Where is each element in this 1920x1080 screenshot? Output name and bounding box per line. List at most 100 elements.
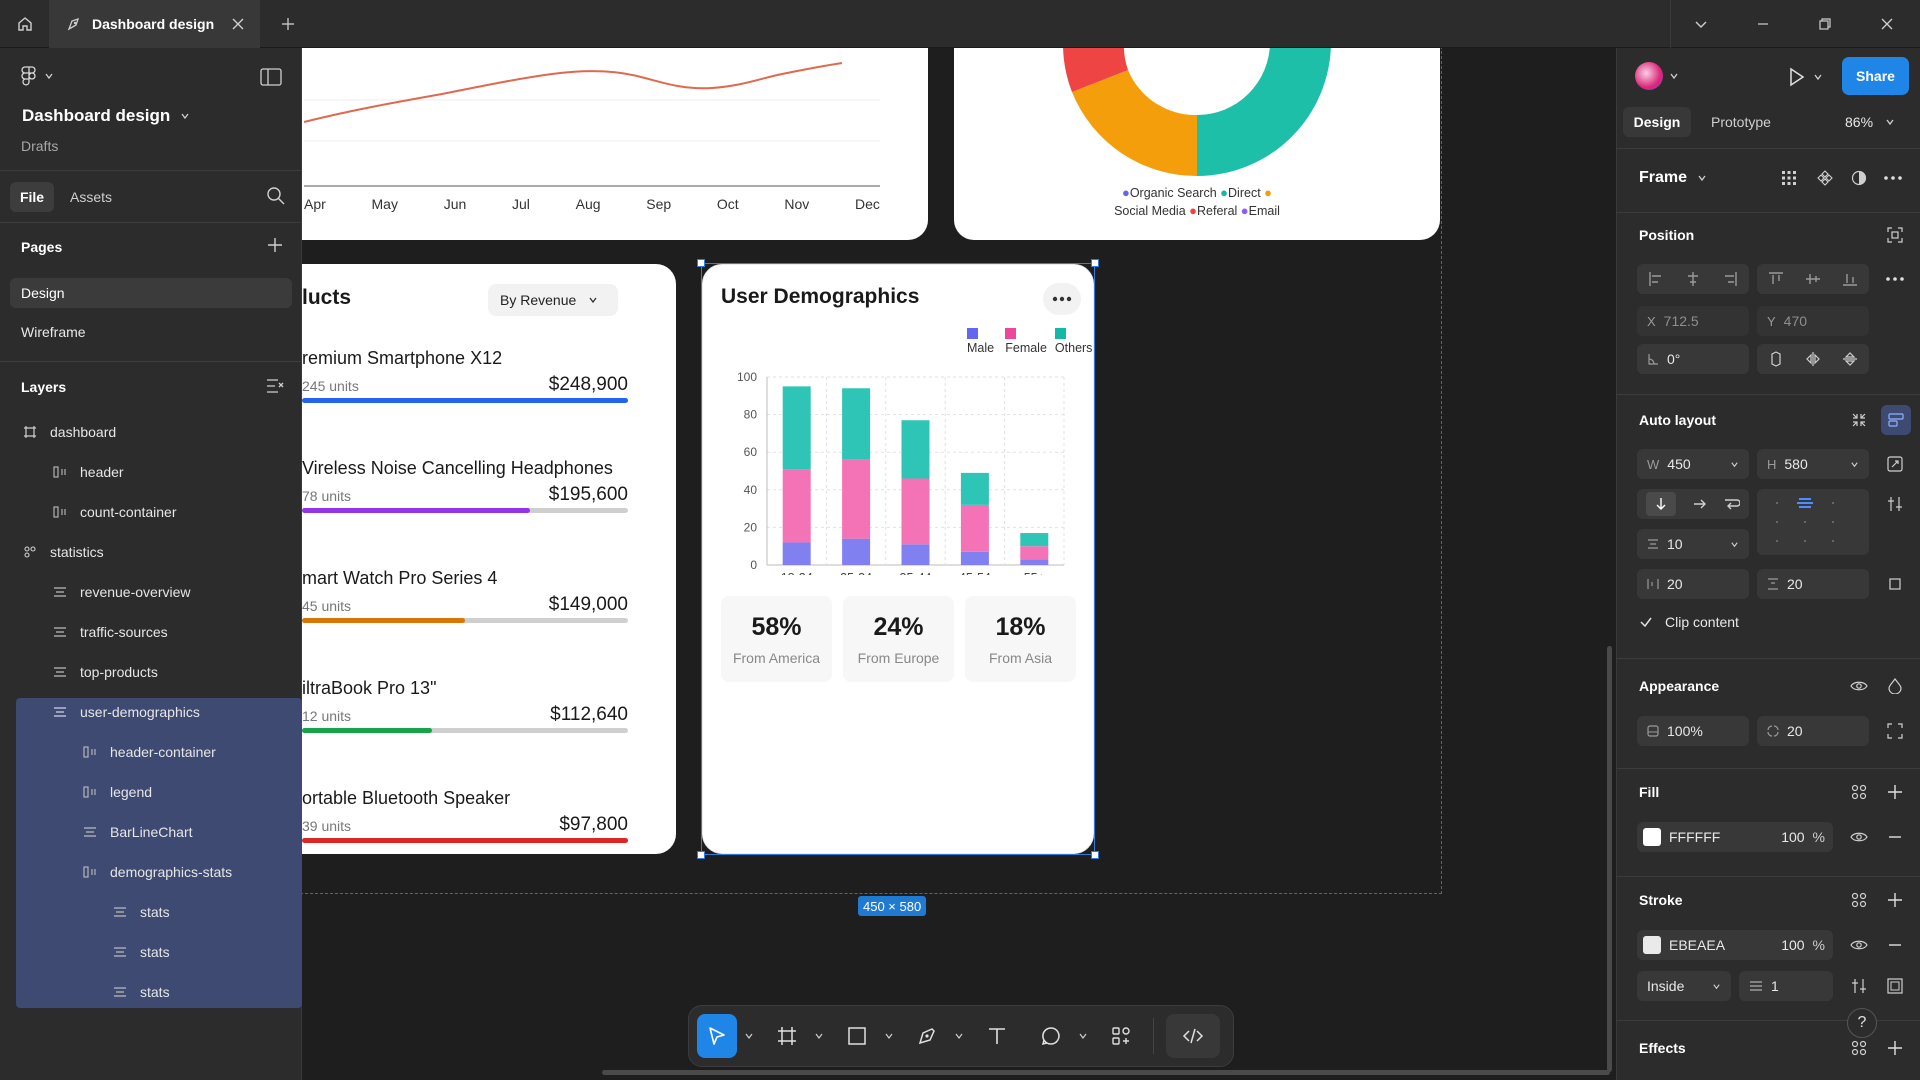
tab-assets[interactable]: Assets xyxy=(70,189,113,205)
layer-header[interactable]: header xyxy=(0,452,302,492)
move-tool-icon[interactable] xyxy=(697,1014,737,1058)
tab-file[interactable]: File xyxy=(10,182,54,212)
remove-stroke-icon[interactable] xyxy=(1883,933,1907,957)
stroke-color-field[interactable]: EBEAEA 100 % xyxy=(1637,930,1833,960)
rotation-field[interactable]: 0° xyxy=(1637,344,1749,374)
share-button[interactable]: Share xyxy=(1842,57,1909,95)
restore-icon[interactable] xyxy=(1794,0,1856,48)
frame-type-dropdown[interactable]: Frame xyxy=(1639,169,1707,187)
chevron-down-icon[interactable] xyxy=(741,1014,757,1058)
fill-swatch[interactable] xyxy=(1643,828,1661,846)
y-position-field[interactable]: Y 470 xyxy=(1757,306,1869,336)
gap-field[interactable]: 10 xyxy=(1637,529,1749,559)
user-menu[interactable] xyxy=(1635,62,1679,90)
zoom-dropdown[interactable]: 86% xyxy=(1845,114,1895,130)
project-title-button[interactable]: Dashboard design xyxy=(22,106,190,126)
horizontal-padding-field[interactable]: 20 xyxy=(1637,569,1749,599)
layer-demographics-stats[interactable]: demographics-stats xyxy=(0,852,302,892)
close-window-icon[interactable] xyxy=(1856,0,1918,48)
align-top-icon[interactable] xyxy=(1768,271,1784,287)
layer-statistics[interactable]: statistics xyxy=(0,532,302,572)
product-item[interactable]: iltraBook Pro 13" 12 units $112,640 xyxy=(302,678,628,748)
layer-barlinechart[interactable]: BarLineChart xyxy=(0,812,302,852)
add-stroke-icon[interactable] xyxy=(1883,888,1907,912)
tab-prototype[interactable]: Prototype xyxy=(1711,114,1771,130)
x-position-field[interactable]: X 712.5 xyxy=(1637,306,1749,336)
stroke-swatch[interactable] xyxy=(1643,936,1661,954)
page-wireframe[interactable]: Wireframe xyxy=(21,324,86,340)
component-icon[interactable] xyxy=(1813,166,1837,190)
add-page-icon[interactable] xyxy=(266,236,284,254)
align-right-icon[interactable] xyxy=(1722,271,1738,287)
alignment-settings-icon[interactable] xyxy=(1883,492,1907,516)
resize-to-fit-icon[interactable] xyxy=(1883,452,1907,476)
comment-tool-icon[interactable] xyxy=(1031,1014,1071,1058)
collapse-layers-icon[interactable] xyxy=(266,378,284,394)
layer-header-container[interactable]: header-container xyxy=(0,732,302,772)
styles-icon[interactable] xyxy=(1847,888,1871,912)
add-effect-icon[interactable] xyxy=(1883,1036,1907,1060)
independent-corners-icon[interactable] xyxy=(1883,719,1907,743)
product-item[interactable]: mart Watch Pro Series 4 45 units $149,000 xyxy=(302,568,628,638)
chevron-down-icon[interactable] xyxy=(1670,0,1732,48)
tab-design[interactable]: Design xyxy=(1623,107,1691,137)
eye-icon[interactable] xyxy=(1847,825,1871,849)
height-field[interactable]: H 580 xyxy=(1757,449,1869,479)
resize-handle[interactable] xyxy=(697,259,705,267)
blend-mode-icon[interactable] xyxy=(1883,674,1907,698)
layer-user-demographics[interactable]: user-demographics xyxy=(0,692,302,732)
top-products-card[interactable]: lucts By Revenue remium Smartphone X12 24… xyxy=(302,264,676,854)
chevron-down-icon[interactable] xyxy=(1075,1014,1091,1058)
pen-tool-icon[interactable] xyxy=(907,1014,947,1058)
contrast-icon[interactable] xyxy=(1847,166,1871,190)
layer-revenue-overview[interactable]: revenue-overview xyxy=(0,572,302,612)
layer-stats[interactable]: stats xyxy=(0,972,302,1012)
stroke-sides-icon[interactable] xyxy=(1883,974,1907,998)
alignment-grid[interactable] xyxy=(1757,489,1869,555)
align-middle-icon[interactable] xyxy=(1805,271,1821,287)
stroke-settings-icon[interactable] xyxy=(1847,974,1871,998)
styles-icon[interactable] xyxy=(1847,1036,1871,1060)
align-center-icon[interactable] xyxy=(1685,271,1701,287)
layer-stats[interactable]: stats xyxy=(0,892,302,932)
flip-vertical-icon[interactable] xyxy=(1842,351,1858,367)
chevron-down-icon[interactable] xyxy=(951,1014,967,1058)
wrap-icon[interactable] xyxy=(1724,497,1741,511)
page-design[interactable]: Design xyxy=(10,278,292,308)
remove-fill-icon[interactable] xyxy=(1883,825,1907,849)
more-icon[interactable] xyxy=(1883,267,1907,291)
layer-legend[interactable]: legend xyxy=(0,772,302,812)
dev-mode-icon[interactable] xyxy=(1166,1014,1220,1058)
resize-handle[interactable] xyxy=(1091,259,1099,267)
eye-icon[interactable] xyxy=(1847,674,1871,698)
corner-radius-field[interactable]: 20 xyxy=(1757,716,1869,746)
layer-stats[interactable]: stats xyxy=(0,932,302,972)
present-icon[interactable] xyxy=(1785,66,1807,88)
chevron-down-icon[interactable] xyxy=(1813,72,1823,82)
search-icon[interactable] xyxy=(266,186,286,206)
width-field[interactable]: W 450 xyxy=(1637,449,1749,479)
toggle-sidebar-icon[interactable] xyxy=(260,68,282,86)
layer-dashboard[interactable]: dashboard xyxy=(0,412,302,452)
rotate-icon[interactable] xyxy=(1768,351,1784,367)
auto-layout-settings-icon[interactable] xyxy=(1881,405,1911,435)
product-item[interactable]: Vireless Noise Cancelling Headphones 78 u… xyxy=(302,458,628,528)
resize-handle[interactable] xyxy=(697,851,705,859)
revenue-overview-card[interactable]: Apr May Jun Jul Aug Sep Oct Nov Dec xyxy=(302,48,928,240)
collapse-icon[interactable] xyxy=(1847,408,1871,432)
resize-handle[interactable] xyxy=(1091,851,1099,859)
flip-horizontal-icon[interactable] xyxy=(1805,351,1821,367)
more-options-icon[interactable] xyxy=(1043,283,1081,315)
grid-icon[interactable] xyxy=(1777,166,1801,190)
traffic-sources-card[interactable]: ●Organic Search ●Direct ● Social Media ●… xyxy=(954,48,1440,240)
vertical-padding-field[interactable]: 20 xyxy=(1757,569,1869,599)
more-icon[interactable] xyxy=(1881,166,1905,190)
main-menu-button[interactable] xyxy=(20,66,54,86)
canvas[interactable]: Apr May Jun Jul Aug Sep Oct Nov Dec ●Org… xyxy=(302,48,1616,1080)
layer-top-products[interactable]: top-products xyxy=(0,652,302,692)
position-options-icon[interactable] xyxy=(1883,223,1907,247)
add-fill-icon[interactable] xyxy=(1883,780,1907,804)
layer-count-container[interactable]: count-container xyxy=(0,492,302,532)
align-left-icon[interactable] xyxy=(1648,271,1664,287)
direction-vertical-icon[interactable] xyxy=(1645,492,1676,516)
